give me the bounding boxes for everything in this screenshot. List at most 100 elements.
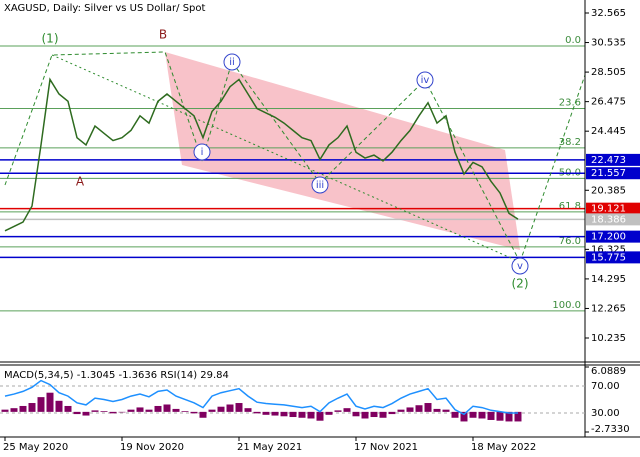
macd-bar [397,409,405,412]
y-tick-label: 12.265 [591,303,626,314]
macd-bar [91,410,99,412]
fib-label: 38.2 [559,137,581,148]
indicator-title: MACD(5,34,5) -1.3045 -1.3636 RSI(14) 29.… [4,370,229,381]
x-tick-label: 19 Nov 2020 [120,442,184,453]
macd-bar [316,411,324,421]
macd-bar [325,411,333,415]
y-tick-label: 6.0889 [591,366,626,377]
y-tick-label: 14.295 [591,274,626,285]
level-label: 15.775 [591,252,626,263]
macd-bar [109,411,117,414]
macd-bar [136,407,144,412]
level-box [586,213,640,226]
macd-bar [181,411,189,412]
wave-label: (1) [42,32,59,46]
macd-bar [415,405,423,412]
x-tick-label: 18 May 2022 [471,442,536,453]
channel [165,52,520,250]
macd-bar [289,411,297,418]
macd-bar [235,403,243,412]
projection [519,74,586,263]
wave-circle [311,176,329,194]
macd-bar [217,406,225,412]
macd-bar [82,411,90,416]
macd-bar [226,404,234,412]
y-tick-label: 20.385 [591,185,626,196]
wave-label: i [201,147,204,158]
macd-bar [406,407,414,412]
level-label: 22.473 [591,155,626,166]
x-tick-label: 25 May 2020 [3,442,68,453]
macd-bar [163,404,171,412]
y-tick-label: 32.565 [591,8,626,19]
macd-bar [271,411,279,416]
macd-bar [343,408,351,412]
macd-bar [451,411,459,418]
y-tick-label: 28.505 [591,67,626,78]
x-tick-label: 17 Nov 2021 [354,442,418,453]
macd-bar [100,411,108,412]
wave-circle [193,143,211,161]
macd-bar [28,403,36,412]
macd-bar [37,397,45,412]
y-tick-label: 10.235 [591,333,626,344]
fib-label: 76.0 [559,236,581,247]
level-box [586,251,640,264]
macd-bar [361,411,369,419]
macd-bar [370,411,378,418]
macd-bar [172,408,180,412]
y-tick-label: 26.475 [591,97,626,108]
level-box [586,202,640,215]
macd-bar [10,408,18,412]
price-line [4,77,519,232]
wave-label: iii [316,180,324,191]
fib-label: 100.0 [552,300,581,311]
wave-lines [51,54,521,263]
macd-bar [244,408,252,412]
rsi-line [4,379,518,416]
macd-bar [199,411,207,418]
macd-bar [379,411,387,418]
y-tick-label: 24.445 [591,126,626,137]
macd-bar [145,409,153,412]
macd-bar [433,408,441,412]
macd-bar [514,411,522,422]
macd-bar [73,411,81,415]
macd-bar [46,392,54,412]
y-tick-label: 70.00 [591,381,620,392]
wave-circle [223,53,241,71]
y-tick-label: -2.7330 [591,424,630,435]
fib-label: 0.0 [565,35,581,46]
macd-bar [388,411,396,415]
y-tick-label: 30.535 [591,38,626,49]
macd-bar [208,409,216,412]
macd-bar [478,411,486,419]
macd-bar [505,411,513,422]
y-tick-label: 30.00 [591,408,620,419]
macd-bar [253,411,261,414]
wave-label: B [159,28,167,42]
fib-label: 23.6 [559,98,581,109]
macd-bar [118,411,126,413]
macd-bar [460,411,468,422]
macd-bar [352,411,360,417]
fib-label: 61.8 [559,201,581,212]
macd-bar [19,405,27,412]
macd-bar [334,410,342,412]
macd-bar [298,411,306,418]
macd-bar [127,409,135,412]
macd-bar [496,411,504,421]
wave-label: iv [421,75,430,86]
level-box [586,230,640,243]
level-label: 18.386 [591,214,626,225]
macd-bar [64,405,72,412]
macd-bar [280,411,288,417]
wave-label: A [76,175,85,189]
macd-bar [55,400,63,412]
wave-circle [511,257,529,275]
level-label: 21.557 [591,168,626,179]
level-box [586,167,640,180]
header: XAGUSD, Daily: Silver vs US Dollar/ Spot [4,3,206,14]
